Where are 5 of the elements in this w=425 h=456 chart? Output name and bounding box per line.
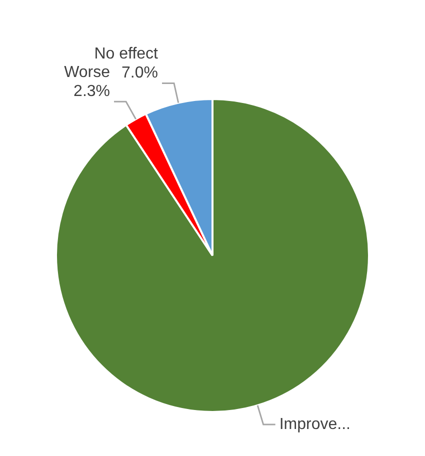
slice-label: No effect [94, 46, 159, 63]
data-label: 2.3% [74, 83, 110, 100]
data-label: 7.0% [122, 64, 158, 82]
slice-label: Improve... [279, 416, 350, 433]
slice-label: Worse [64, 64, 110, 82]
